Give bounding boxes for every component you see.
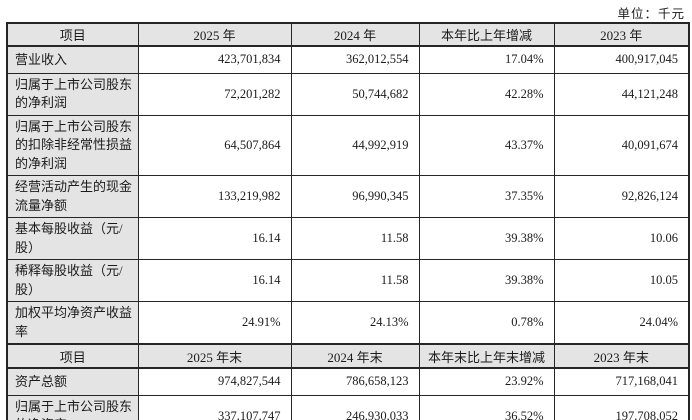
table-header-row-annual: 项目 2025 年 2024 年 本年比上年增减 2023 年 [6,22,690,47]
cell-2025: 16.14 [137,217,292,260]
table-row-operating-cash-flow: 经营活动产生的现金 流量净额 133,219,982 96,990,345 37… [6,175,690,218]
cell-2023: 40,091,674 [553,114,690,176]
cell-2025: 337,107,747 [137,394,292,420]
table-row-total-assets: 资产总额 974,827,544 786,658,123 23.92% 717,… [6,367,690,396]
cell-2024: 11.58 [290,259,420,302]
cell-2023: 717,168,041 [553,367,690,396]
cell-2025: 24.91% [137,301,292,345]
column-header-2023-end: 2023 年末 [553,343,690,369]
cell-2024: 50,744,682 [290,72,420,116]
cell-2024: 96,990,345 [290,175,420,218]
unit-label: 单位：千元 [617,7,685,21]
column-header-item: 项目 [6,343,139,369]
column-header-2025-end: 2025 年末 [137,343,292,369]
column-header-2024-end: 2024 年末 [290,343,420,369]
table-row-basic-eps: 基本每股收益（元/ 股） 16.14 11.58 39.38% 10.06 [6,217,690,260]
column-header-yoy-end-change: 本年末比上年末增减 [418,343,555,369]
table-row-net-profit-excl-nonrecurring: 归属于上市公司股东 的扣除非经常性损益 的净利润 64,507,864 44,9… [6,114,690,176]
table-row-operating-revenue: 营业收入 423,701,834 362,012,554 17.04% 400,… [6,45,690,74]
cell-item-label: 归属于上市公司股东 的净资产 [6,394,139,420]
cell-2025: 423,701,834 [137,45,292,74]
cell-2024: 11.58 [290,217,420,260]
cell-item-label: 基本每股收益（元/ 股） [6,217,139,260]
table-row-diluted-eps: 稀释每股收益（元/ 股） 16.14 11.58 39.38% 10.05 [6,259,690,302]
cell-2023: 10.06 [553,217,690,260]
column-header-item: 项目 [6,22,139,47]
cell-2025: 974,827,544 [137,367,292,396]
cell-2024: 786,658,123 [290,367,420,396]
column-header-2023: 2023 年 [553,22,690,47]
cell-change: 17.04% [418,45,555,74]
column-header-2024: 2024 年 [290,22,420,47]
cell-2024: 246,930,033 [290,394,420,420]
financial-summary-table: 项目 2025 年 2024 年 本年比上年增减 2023 年 营业收入 423… [6,22,690,420]
table-header-row-period-end: 项目 2025 年末 2024 年末 本年末比上年末增减 2023 年末 [6,343,690,369]
cell-2023: 24.04% [553,301,690,345]
table-row-net-profit-attributable: 归属于上市公司股东 的净利润 72,201,282 50,744,682 42.… [6,72,690,116]
cell-2023: 44,121,248 [553,72,690,116]
cell-change: 43.37% [418,114,555,176]
cell-change: 42.28% [418,72,555,116]
cell-2025: 133,219,982 [137,175,292,218]
cell-2023: 400,917,045 [553,45,690,74]
cell-change: 23.92% [418,367,555,396]
cell-item-label: 稀释每股收益（元/ 股） [6,259,139,302]
cell-change: 39.38% [418,217,555,260]
cell-item-label: 加权平均净资产收益 率 [6,301,139,345]
column-header-yoy-change: 本年比上年增减 [418,22,555,47]
cell-change: 36.52% [418,394,555,420]
cell-item-label: 归属于上市公司股东 的扣除非经常性损益 的净利润 [6,114,139,176]
cell-change: 37.35% [418,175,555,218]
cell-change: 39.38% [418,259,555,302]
cell-2025: 64,507,864 [137,114,292,176]
column-header-2025: 2025 年 [137,22,292,47]
cell-2024: 362,012,554 [290,45,420,74]
cell-2023: 92,826,124 [553,175,690,218]
cell-item-label: 归属于上市公司股东 的净利润 [6,72,139,116]
cell-2024: 24.13% [290,301,420,345]
cell-2025: 72,201,282 [137,72,292,116]
table-row-net-assets-attributable: 归属于上市公司股东 的净资产 337,107,747 246,930,033 3… [6,394,690,420]
cell-2023: 10.05 [553,259,690,302]
cell-item-label: 经营活动产生的现金 流量净额 [6,175,139,218]
cell-2023: 197,708,052 [553,394,690,420]
cell-change: 0.78% [418,301,555,345]
cell-item-label: 资产总额 [6,367,139,396]
cell-2024: 44,992,919 [290,114,420,176]
cell-item-label: 营业收入 [6,45,139,74]
cell-2025: 16.14 [137,259,292,302]
table-row-weighted-avg-roe: 加权平均净资产收益 率 24.91% 24.13% 0.78% 24.04% [6,301,690,345]
